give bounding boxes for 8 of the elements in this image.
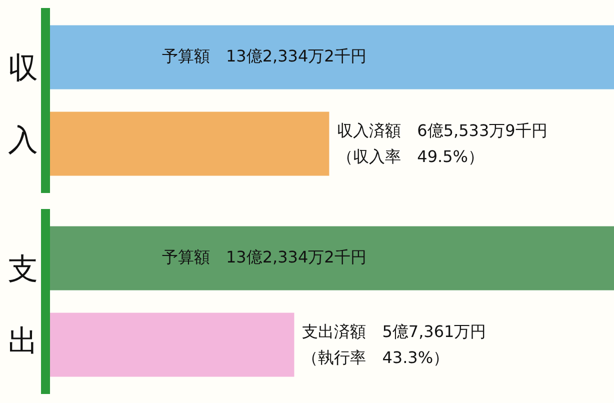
category-label: 予算額 13億2,334万2千円 (162, 46, 366, 66)
category-label: 収入済額 6億5,533万9千円 (337, 120, 548, 140)
text: 支出 (8, 252, 38, 359)
text: 収入 (8, 51, 38, 158)
annotation: （執行率 43.3%） (302, 348, 450, 367)
category-label: 支出済額 5億7,361万円 (302, 322, 486, 341)
annotation: （収入率 49.5%） (337, 146, 484, 166)
category-label: 予算額 13億2,334万2千円 (162, 247, 366, 266)
